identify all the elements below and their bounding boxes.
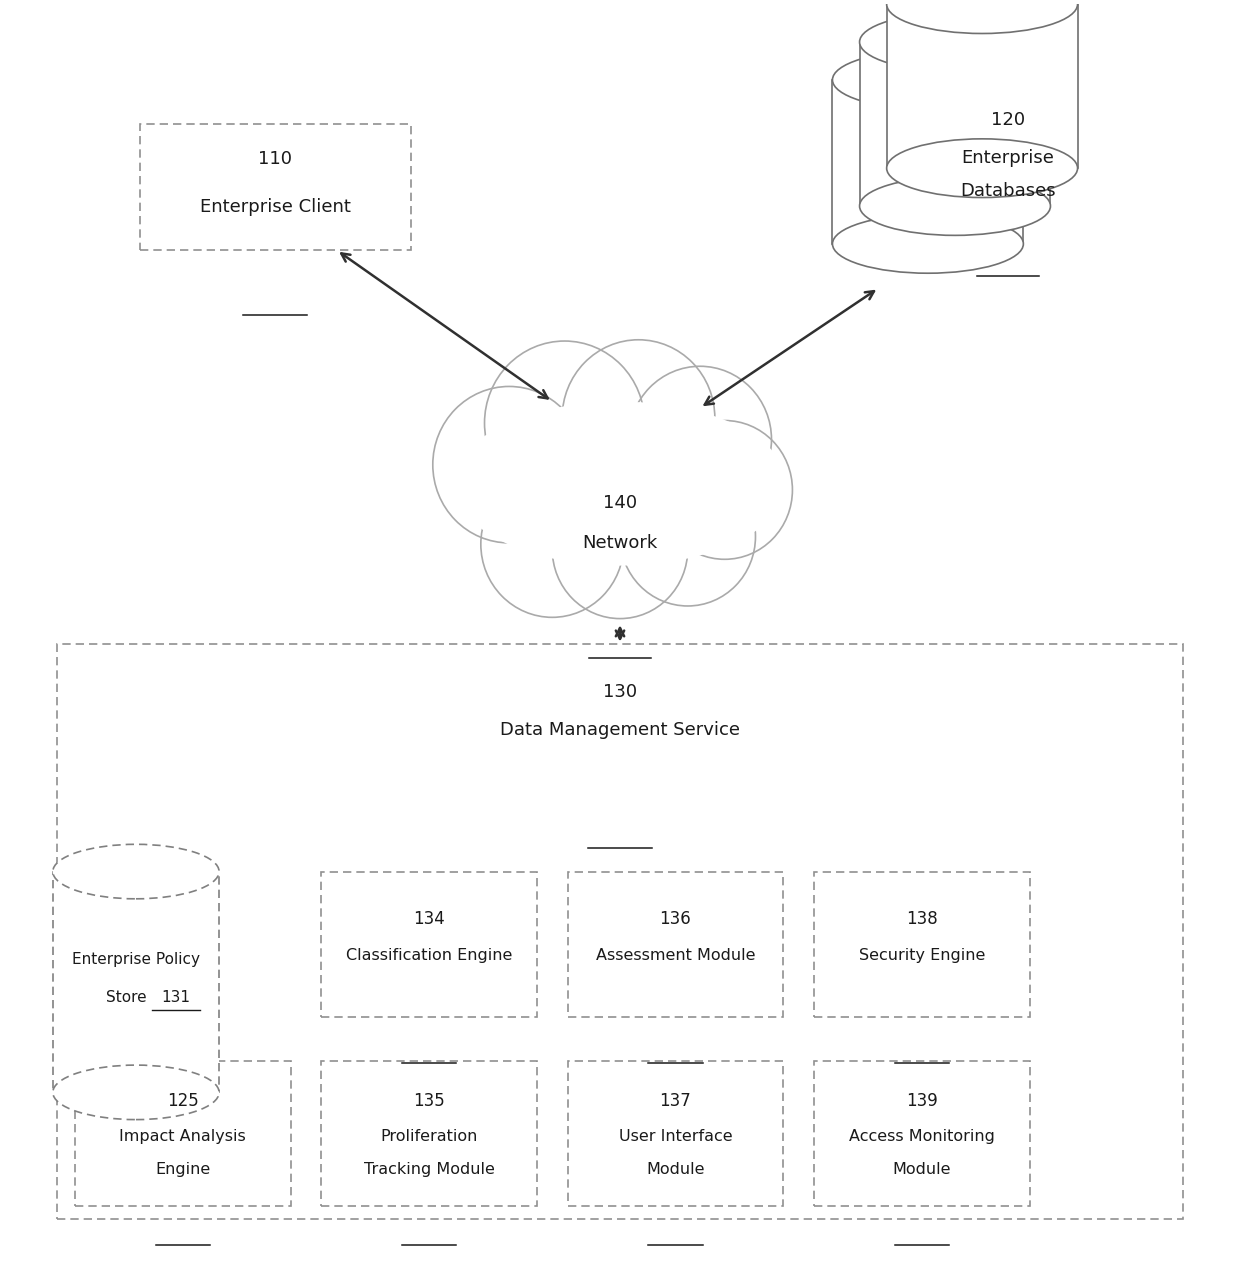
Text: Security Engine: Security Engine xyxy=(858,949,985,963)
FancyBboxPatch shape xyxy=(321,871,537,1017)
Ellipse shape xyxy=(859,13,1050,71)
Text: Assessment Module: Assessment Module xyxy=(595,949,755,963)
Text: 135: 135 xyxy=(413,1092,445,1110)
Circle shape xyxy=(620,467,755,606)
FancyBboxPatch shape xyxy=(887,4,1078,168)
Text: Module: Module xyxy=(646,1162,704,1177)
Ellipse shape xyxy=(454,401,786,565)
Text: 138: 138 xyxy=(906,911,937,928)
Ellipse shape xyxy=(887,0,1078,33)
Circle shape xyxy=(629,366,771,513)
FancyBboxPatch shape xyxy=(568,871,784,1017)
Ellipse shape xyxy=(53,1066,219,1120)
Text: 110: 110 xyxy=(258,150,293,169)
Circle shape xyxy=(433,386,585,542)
Circle shape xyxy=(562,340,714,497)
Ellipse shape xyxy=(832,215,1023,273)
Text: Impact Analysis: Impact Analysis xyxy=(119,1129,246,1144)
Ellipse shape xyxy=(887,138,1078,198)
Circle shape xyxy=(485,342,645,505)
FancyBboxPatch shape xyxy=(57,644,1183,1218)
Text: Enterprise Client: Enterprise Client xyxy=(200,198,351,216)
Circle shape xyxy=(552,480,688,618)
FancyBboxPatch shape xyxy=(53,871,219,1092)
FancyBboxPatch shape xyxy=(813,871,1029,1017)
Text: Data Management Service: Data Management Service xyxy=(500,721,740,739)
Text: Network: Network xyxy=(583,533,657,552)
Circle shape xyxy=(657,420,792,559)
Circle shape xyxy=(481,471,624,617)
FancyBboxPatch shape xyxy=(74,1060,290,1206)
FancyBboxPatch shape xyxy=(859,42,1050,206)
Text: Store: Store xyxy=(105,989,146,1005)
Text: Proliferation: Proliferation xyxy=(381,1129,477,1144)
Text: 125: 125 xyxy=(167,1092,198,1110)
Text: Engine: Engine xyxy=(155,1162,211,1177)
Text: 136: 136 xyxy=(660,911,692,928)
Text: Classification Engine: Classification Engine xyxy=(346,949,512,963)
Text: Access Monitoring: Access Monitoring xyxy=(849,1129,994,1144)
Text: 137: 137 xyxy=(660,1092,692,1110)
FancyBboxPatch shape xyxy=(140,124,410,250)
Text: Tracking Module: Tracking Module xyxy=(363,1162,495,1177)
Text: User Interface: User Interface xyxy=(619,1129,733,1144)
Text: 130: 130 xyxy=(603,683,637,701)
Text: 134: 134 xyxy=(413,911,445,928)
FancyBboxPatch shape xyxy=(568,1060,784,1206)
Text: Databases: Databases xyxy=(960,182,1055,199)
Ellipse shape xyxy=(859,177,1050,235)
Text: 120: 120 xyxy=(991,112,1025,130)
Text: 131: 131 xyxy=(161,989,190,1005)
Text: 140: 140 xyxy=(603,494,637,512)
Ellipse shape xyxy=(53,845,219,899)
Text: Enterprise Policy: Enterprise Policy xyxy=(72,951,200,966)
Text: 139: 139 xyxy=(906,1092,937,1110)
FancyBboxPatch shape xyxy=(321,1060,537,1206)
FancyBboxPatch shape xyxy=(813,1060,1029,1206)
Ellipse shape xyxy=(832,51,1023,109)
Text: Module: Module xyxy=(893,1162,951,1177)
FancyBboxPatch shape xyxy=(832,80,1023,244)
Text: Enterprise: Enterprise xyxy=(961,149,1054,168)
